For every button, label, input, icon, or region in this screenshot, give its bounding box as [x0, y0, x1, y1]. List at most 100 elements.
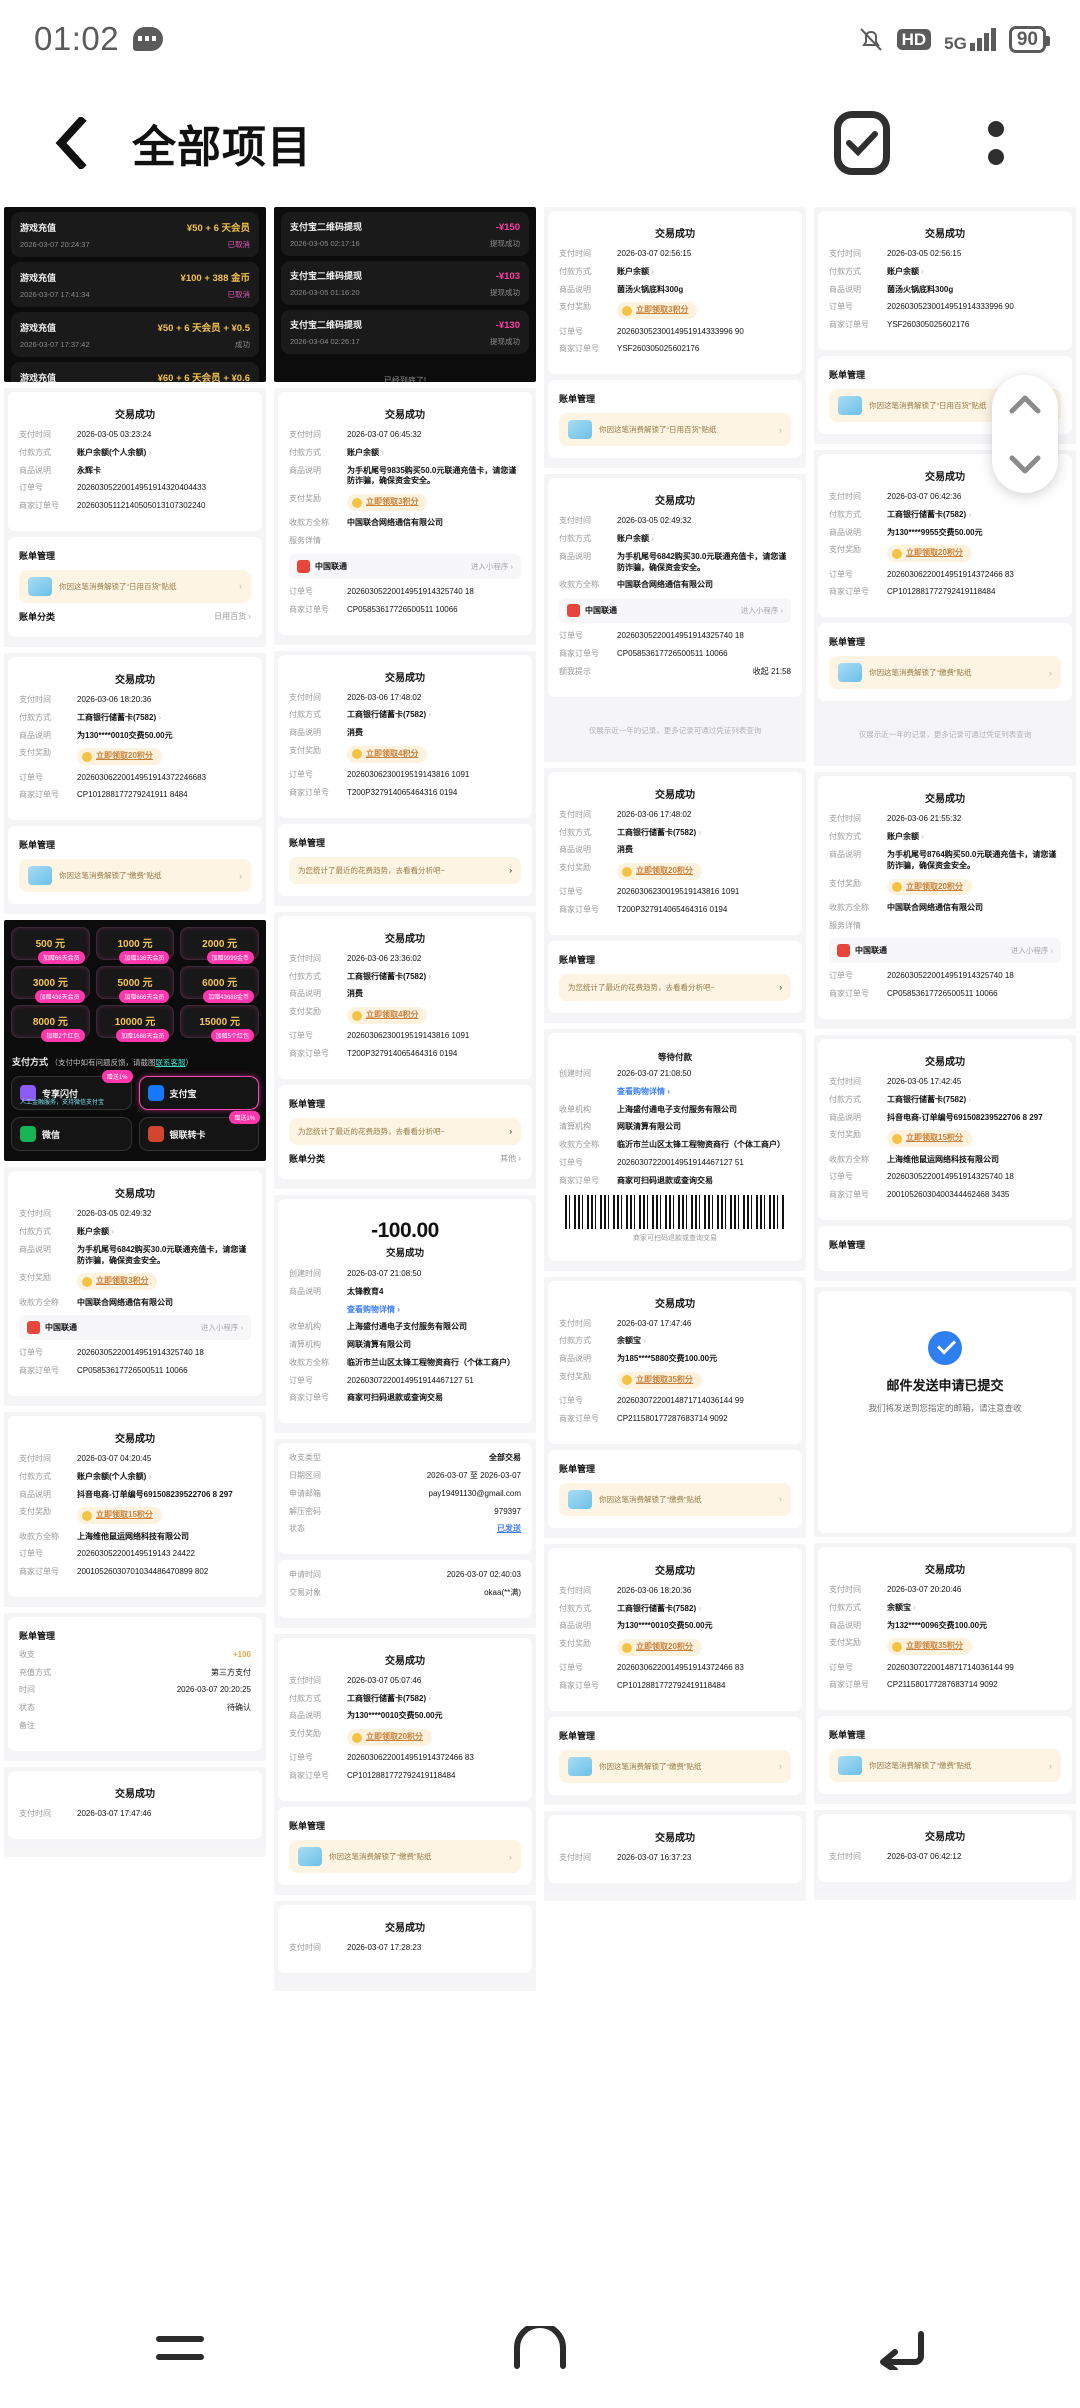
value-pay-method[interactable]: 工商银行储蓄卡(7582) ›: [617, 828, 791, 839]
thumb-payment-detail-unicom-c3[interactable]: 交易成功 支付时间 2026-03-05 02:49:32 付款方式 账户余额 › …: [544, 474, 806, 762]
reward-chip[interactable]: 立即领取4积分: [347, 745, 428, 763]
thumb-payment-detail-hotpot-c4[interactable]: 交易成功 支付时间 2026-03-05 02:56:15 付款方式 账户余额 › …: [814, 207, 1076, 444]
thumb-payment-detail-unicom-30[interactable]: 交易成功 支付时间 2026-03-05 02:49:32 付款方式 账户余额 › …: [4, 1167, 266, 1406]
thumb-payment-detail-tail-c2[interactable]: 交易成功 支付时间 2026-03-07 17:28:23: [274, 1901, 536, 1992]
value-pay-method[interactable]: 工商银行储蓄卡(7582) ›: [887, 1095, 1061, 1106]
merchant-miniapp-row[interactable]: 中国联通 进入小程序 ›: [19, 1315, 251, 1341]
value-reward[interactable]: 立即领取3积分: [347, 494, 521, 511]
amount-grid[interactable]: 500 元加赠66天会员 1000 元加赠136天会员 2000 元加赠9999…: [4, 920, 266, 1045]
thumb-payment-detail-unicom-8764[interactable]: 交易成功 支付时间 2026-03-06 21:55:32 付款方式 账户余额 › …: [814, 772, 1076, 1029]
thumb-payment-detail-tail-c1[interactable]: 交易成功 支付时间 2026-03-07 17:47:46: [4, 1766, 266, 1857]
thumb-payment-detail-icbc-0507[interactable]: 交易成功 支付时间 2026-03-07 05:07:46 付款方式 工商银行储蓄卡…: [274, 1633, 536, 1896]
list-item[interactable]: 游戏充值 ¥100 + 388 金币 2026-03-07 17:41:34 已取消: [11, 262, 259, 307]
enter-miniapp-link[interactable]: 进入小程序 ›: [470, 561, 513, 571]
amount-option[interactable]: 6000 元加赠43688金币: [180, 966, 259, 1004]
list-item[interactable]: 支付宝二维码提现 -¥103 2026-03-05 01:16:20 提现成功: [281, 261, 529, 305]
thumb-payment-detail-yuebao-c4[interactable]: 交易成功 支付时间 2026-03-07 20:20:46 付款方式 余额宝 › 商…: [814, 1542, 1076, 1805]
value-reward[interactable]: 立即领取15积分: [77, 1507, 251, 1525]
thumb-payment-detail-icbc-topup[interactable]: 交易成功 支付时间 2026-03-06 18:20:36 付款方式 工商银行储蓄卡…: [4, 652, 266, 915]
reward-chip[interactable]: 立即领取3积分: [617, 302, 698, 320]
list-item[interactable]: 游戏充值¥60 + 6 天会员 + ¥0.6 2026-03-07 17:31:…: [11, 362, 259, 382]
value-reward[interactable]: 立即领取3积分: [617, 302, 791, 320]
value-reward[interactable]: 立即领取4积分: [347, 745, 521, 763]
value-pay-method[interactable]: 工商银行储蓄卡(7582) ›: [617, 1604, 791, 1615]
merchant-miniapp-row[interactable]: 中国联通 进入小程序 ›: [289, 553, 521, 579]
amount-option[interactable]: 2000 元加赠9999金币: [180, 927, 259, 965]
payment-method-grid[interactable]: 专享闪付 人工金融服务，支持微信支付宝 赠送1% 支付宝 微信 银联转卡 赠送1…: [4, 1070, 266, 1161]
value-pay-method[interactable]: 工商银行储蓄卡(7582) ›: [347, 710, 521, 721]
thumb-recharge-record[interactable]: 账单管理 收支 +100 充值方式 第三方支付 时间 2026-03-07 20:20…: [4, 1612, 266, 1761]
sticker-banner[interactable]: 你因这笔消费解锁了“日用百货”贴纸 ›: [559, 413, 791, 447]
payment-method-flash[interactable]: 专享闪付 人工金融服务，支持微信支付宝 赠送1%: [11, 1070, 133, 1111]
reward-chip[interactable]: 立即领取20积分: [617, 863, 702, 880]
thumb-payment-detail-tail-c3[interactable]: 交易成功 支付时间 2026-03-07 16:37:23: [544, 1810, 806, 1901]
reward-chip[interactable]: 立即领取20积分: [77, 748, 162, 766]
thumb-alipay-withdraw-list[interactable]: 支付宝二维码提现 -¥150 2026-03-05 02:17:16 提现成功 支付…: [274, 207, 536, 382]
view-goods-link[interactable]: 查看购物详情 ›: [617, 1087, 791, 1098]
reward-chip[interactable]: 立即领取15积分: [887, 1130, 972, 1148]
thumb-payment-detail-consume-1748[interactable]: 交易成功 支付时间 2026-03-06 17:48:02 付款方式 工商银行储蓄卡…: [274, 650, 536, 906]
thumb-transfer-detail-100[interactable]: -100.00 交易成功 创建时间 2026-03-07 21:08:50 商品说…: [274, 1194, 536, 1434]
value-pay-method[interactable]: 账户余额 ›: [887, 832, 1061, 843]
back-arrow-icon[interactable]: [840, 2288, 960, 2408]
reward-chip[interactable]: 立即领取35积分: [617, 1371, 702, 1389]
list-item[interactable]: 游戏充值 ¥50 + 6 天会员 2026-03-07 20:24:37 已取消: [11, 212, 259, 257]
screenshot-grid[interactable]: 游戏充值 ¥50 + 6 天会员 2026-03-07 20:24:37 已取消 游…: [0, 207, 1080, 2337]
payment-method-wechat[interactable]: 微信: [11, 1117, 132, 1152]
spend-trend-banner[interactable]: 为您统计了最近的花费趋势，去看看分析吧~ ›: [289, 1117, 521, 1145]
value-pay-method[interactable]: 账户余额 ›: [887, 267, 1061, 278]
thumb-game-recharge-list[interactable]: 游戏充值 ¥50 + 6 天会员 2026-03-07 20:24:37 已取消 游…: [4, 207, 266, 382]
more-vertical-icon[interactable]: [964, 111, 1028, 175]
value-reward[interactable]: 立即领取4积分: [347, 1007, 521, 1024]
reward-chip[interactable]: 立即领取3积分: [347, 494, 428, 511]
value-pay-method[interactable]: 账户余额 ›: [617, 267, 791, 278]
scroll-to-top-button[interactable]: [1008, 392, 1042, 418]
bill-category-row[interactable]: 账单分类 其他 ›: [289, 1145, 521, 1167]
view-goods-link[interactable]: 查看购物详情 ›: [347, 1305, 521, 1316]
reward-chip[interactable]: 立即领取20积分: [887, 545, 972, 563]
list-item[interactable]: 游戏充值 ¥50 + 6 天会员 + ¥0.5 2026-03-07 17:37:…: [11, 312, 259, 357]
spend-trend-banner[interactable]: 为您统计了最近的花费趋势，去看看分析吧~ ›: [559, 973, 791, 1001]
value-reward[interactable]: 立即领取15积分: [887, 1130, 1061, 1148]
value-reward[interactable]: 立即领取20积分: [617, 1639, 791, 1656]
value-reward[interactable]: 立即领取20积分: [887, 545, 1061, 563]
sticker-banner[interactable]: 你因这笔消费解锁了“缴费”贴纸 ›: [559, 1482, 791, 1516]
thumb-email-export-detail[interactable]: 收支类型 全部交易 日期区间 2026-03-07 至 2026-03-07 申请邮…: [274, 1439, 536, 1628]
amount-option[interactable]: 10000 元加赠1668天会员: [95, 1005, 175, 1043]
amount-option[interactable]: 3000 元加赠436天会员: [11, 966, 90, 1004]
thumb-recharge-amount-picker[interactable]: 500 元加赠66天会员 1000 元加赠136天会员 2000 元加赠9999…: [4, 920, 266, 1162]
value-pay-method[interactable]: 余额宝 ›: [617, 1336, 791, 1347]
sticker-banner[interactable]: 你因这笔消费解锁了“缴费”贴纸 ›: [559, 1749, 791, 1783]
value-pay-method[interactable]: 工商银行储蓄卡(7582) ›: [347, 972, 521, 983]
merchant-miniapp-row[interactable]: 中国联通 进入小程序 ›: [559, 598, 791, 624]
value-pay-method[interactable]: 工商银行储蓄卡(7582) ›: [347, 1694, 521, 1705]
contact-support-link[interactable]: 联系客服: [155, 1058, 186, 1068]
reward-chip[interactable]: 立即领取4积分: [347, 1007, 428, 1024]
sticker-banner[interactable]: 你因这笔消费解锁了“缴费”贴纸 ›: [829, 656, 1061, 690]
android-nav-bar[interactable]: [0, 2288, 1080, 2408]
enter-miniapp-link[interactable]: 进入小程序 ›: [200, 1323, 243, 1333]
thumb-payment-detail-yonghui[interactable]: 交易成功 支付时间 2026-03-05 03:23:24 付款方式 账户余额(个人…: [4, 388, 266, 647]
value-reward[interactable]: 立即领取20积分: [887, 878, 1061, 896]
payment-method-alipay[interactable]: 支付宝: [138, 1076, 259, 1111]
reward-chip[interactable]: 立即领取20积分: [347, 1729, 432, 1747]
enter-miniapp-link[interactable]: 进入小程序 ›: [740, 606, 783, 616]
checkbox-checked-icon[interactable]: [834, 111, 890, 175]
payment-method-unionpay[interactable]: 银联转卡 赠送1%: [138, 1111, 260, 1152]
value-pay-method[interactable]: 账户余额 ›: [347, 448, 521, 459]
reward-chip[interactable]: 立即领取20积分: [617, 1639, 702, 1656]
value-pay-method[interactable]: 账户余额 ›: [77, 1227, 251, 1238]
value-reward[interactable]: 立即领取20积分: [617, 863, 791, 880]
thumb-payment-detail-icbc-c3[interactable]: 交易成功 支付时间 2026-03-06 18:20:36 付款方式 工商银行储蓄卡…: [544, 1543, 806, 1805]
thumb-payment-detail-douyin[interactable]: 交易成功 支付时间 2026-03-07 04:20:45 付款方式 账户余额(个人…: [4, 1411, 266, 1607]
value-pay-method[interactable]: 账户余额(个人余额) ›: [77, 1472, 251, 1483]
thumb-payment-detail-consume-c3[interactable]: 交易成功 支付时间 2026-03-06 17:48:02 付款方式 工商银行储蓄卡…: [544, 767, 806, 1023]
enter-miniapp-link[interactable]: 进入小程序 ›: [1010, 946, 1053, 956]
thumb-payment-detail-unicom-50[interactable]: 交易成功 支付时间 2026-03-07 06:45:32 付款方式 账户余额 › …: [274, 388, 536, 645]
reward-chip[interactable]: 立即领取3积分: [77, 1273, 158, 1291]
reward-chip[interactable]: 立即领取35积分: [887, 1638, 972, 1656]
home-icon[interactable]: [480, 2288, 600, 2408]
value-pay-method[interactable]: 账户余额(个人余额) ›: [77, 448, 251, 459]
value-pay-method[interactable]: 账户余额 ›: [617, 534, 791, 545]
value-reward[interactable]: 立即领取20积分: [77, 748, 251, 766]
